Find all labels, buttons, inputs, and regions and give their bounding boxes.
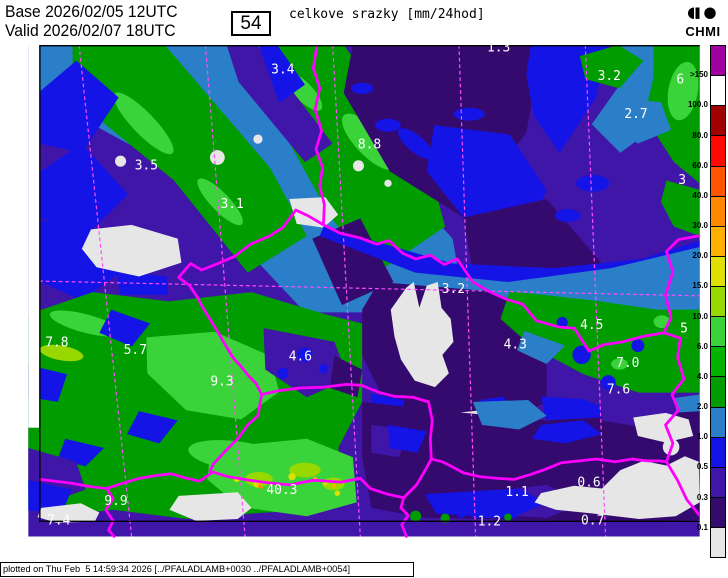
- forecast-step-box: 54: [231, 11, 271, 36]
- colorbar-segment: [711, 106, 725, 137]
- map-value-labels: 1.3 3.4 3.2 6 2.7 8.8 3.5 3 3.1 3.2 4.5 5 4.3 7.8 5.7 4…: [45, 45, 688, 529]
- colorbar-segment: [711, 136, 725, 167]
- colorbar-label: 30.0: [692, 221, 708, 231]
- map-value-label: 3.2: [598, 69, 621, 84]
- map-value-label: 9.9: [104, 494, 127, 509]
- colorbar-segment: [711, 437, 725, 468]
- colorbar-segment: [711, 497, 725, 528]
- colorbar-label: 0.1: [696, 522, 708, 532]
- map-value-label: 3.2: [442, 282, 465, 297]
- colorbar-label: 80.0: [692, 130, 708, 140]
- forecast-step-value: 54: [240, 12, 262, 34]
- country-borders: [38, 45, 701, 538]
- valid-time-line: Valid 2026/02/07 18UTC: [5, 22, 176, 41]
- map-value-label: 1.3: [487, 45, 510, 55]
- map-value-label: 1.1: [505, 485, 528, 500]
- footer-bar: plotted on Thu Feb 5 14:59:34 2026 [../P…: [0, 562, 414, 577]
- colorbar-label: 15.0: [692, 281, 708, 291]
- map-value-label: 5: [680, 322, 688, 337]
- chmi-logo-icon: [688, 7, 716, 19]
- map-value-label: 5.7: [124, 343, 147, 358]
- valid-date: 2026/02/07: [43, 22, 122, 40]
- product-title: celkove srazky [mm/24hod]: [289, 7, 485, 22]
- colorbar-segment: [711, 226, 725, 257]
- colorbar-segment: [711, 377, 725, 408]
- map-value-label: 2.7: [624, 107, 647, 122]
- colorbar-segment: [711, 76, 725, 107]
- map-value-label: 40.3: [266, 483, 297, 498]
- map-frame: [39, 45, 700, 522]
- base-time-line: Base 2026/02/05 12UTC: [5, 3, 178, 22]
- map-value-label: 1.2: [478, 514, 501, 529]
- colorbar-label: 10.0: [692, 311, 708, 321]
- map-value-label: 4.6: [289, 349, 312, 364]
- colorbar-label: 4.0: [696, 371, 708, 381]
- base-hour: 12UTC: [127, 3, 178, 21]
- map-value-label: 4.5: [580, 318, 603, 333]
- map-value-label: 4.3: [504, 337, 527, 352]
- precipitation-colorbar: [710, 45, 726, 558]
- colorbar-segment: [711, 196, 725, 227]
- map-value-label: 3.4: [271, 63, 295, 78]
- valid-hour: 18UTC: [125, 22, 176, 40]
- map-value-label: 7.0: [616, 356, 639, 371]
- colorbar-label: 1.0: [696, 432, 708, 442]
- header: Base 2026/02/05 12UTC Valid 2026/02/07 1…: [0, 0, 728, 45]
- map-value-label: 0.7: [581, 514, 604, 529]
- map-value-label: 8.8: [358, 137, 381, 152]
- colorbar-segment: [711, 467, 725, 498]
- base-date: 2026/02/05: [45, 3, 124, 21]
- footer-plot-info: plotted on Thu Feb 5 14:59:34 2026 [../P…: [2, 564, 351, 575]
- map-value-label: 3.5: [135, 158, 158, 173]
- map-value-label: 7.4: [47, 514, 71, 529]
- colorbar-label: >150: [689, 70, 708, 80]
- map-value-label: 9.3: [210, 374, 233, 389]
- map-value-label: 3.1: [220, 197, 243, 212]
- colorbar-segment: [711, 407, 725, 438]
- colorbar-label: 20.0: [692, 251, 708, 261]
- colorbar-segment: [711, 166, 725, 197]
- colorbar-label: 40.0: [692, 190, 708, 200]
- precipitation-fields: [28, 45, 700, 523]
- colorbar-label: 0.3: [696, 492, 708, 502]
- colorbar-label: 2.0: [696, 402, 708, 412]
- latlon-grid: [39, 45, 700, 537]
- colorbar-segment: [711, 256, 725, 287]
- map-left-margin: [28, 45, 40, 428]
- precipitation-map: 1.3 3.4 3.2 6 2.7 8.8 3.5 3 3.1 3.2 4.5 5 4.3 7.8 5.7 4…: [28, 45, 701, 538]
- chmi-logo: CHMI: [683, 6, 723, 38]
- base-label: Base: [5, 3, 41, 21]
- colorbar-label: 0.5: [696, 462, 708, 472]
- colorbar-label: 6.0: [696, 341, 708, 351]
- colorbar-segment: [711, 347, 725, 378]
- valid-label: Valid: [5, 22, 39, 40]
- map-value-label: 7.6: [607, 383, 630, 398]
- map-value-label: 0.6: [577, 476, 600, 491]
- colorbar-segment: [711, 317, 725, 348]
- map-value-label: 3: [678, 173, 686, 188]
- map-value-label: 6: [676, 73, 684, 88]
- map-value-label: 7.8: [45, 336, 68, 351]
- colorbar-label: 100.0: [687, 100, 708, 110]
- colorbar-segment: [711, 528, 725, 558]
- chmi-logo-text: CHMI: [685, 24, 721, 39]
- colorbar-segment: [711, 46, 725, 77]
- colorbar-label: 60.0: [692, 160, 708, 170]
- colorbar-segment: [711, 287, 725, 318]
